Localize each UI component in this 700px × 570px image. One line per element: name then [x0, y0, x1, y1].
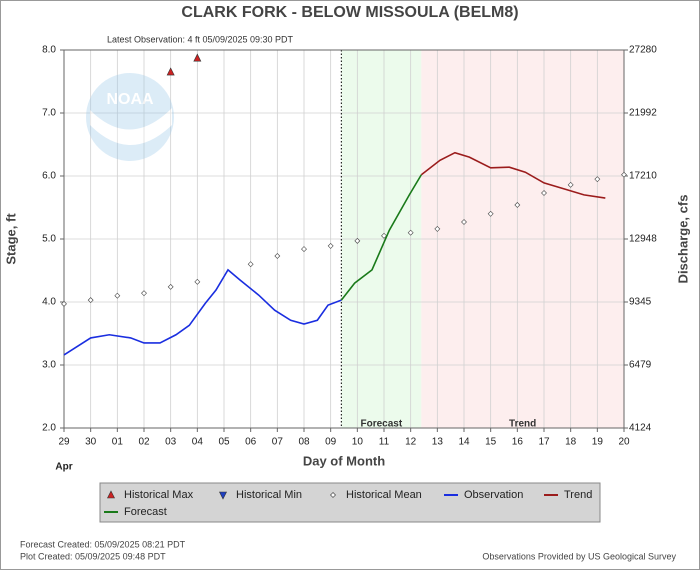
trend-region-label: Trend [509, 419, 536, 430]
y2-tick-label: 9345 [629, 297, 652, 308]
marker-diamond [167, 283, 174, 290]
x-axis-label: Day of Month [303, 453, 385, 468]
legend-swatch [219, 491, 227, 500]
x-tick-label: 15 [485, 437, 497, 448]
x-tick-label: 29 [58, 437, 70, 448]
legend: Historical Max Historical Min Historical M… [104, 489, 592, 518]
logo-circle [86, 73, 174, 161]
footer-source: Observations Provided by US Geological S… [482, 551, 676, 561]
y2-tick-label: 17210 [629, 171, 657, 182]
x-tick-label: 06 [245, 437, 257, 448]
x-tick-label: 14 [458, 437, 470, 448]
y2-axis-label: Discharge, cfs [675, 195, 690, 284]
footer-forecast-created: Forecast Created: 05/09/2025 08:21 PDT [20, 539, 186, 549]
marker-diamond [434, 225, 441, 232]
x-tick-label: 09 [325, 437, 337, 448]
x-tick-label: 17 [538, 437, 550, 448]
plot-background [63, 49, 625, 429]
x-tick-label: 10 [352, 437, 364, 448]
series-line [420, 151, 606, 199]
legend-box [99, 482, 601, 523]
marker-diamond [541, 190, 547, 196]
legend-label: Forecast [124, 506, 167, 518]
y-tick-label: 2.0 [42, 423, 56, 434]
x-tick-label: 01 [112, 437, 124, 448]
marker-diamond [381, 232, 387, 239]
logo-wave [90, 108, 172, 145]
y2-tick-label: 21992 [629, 108, 657, 119]
subtitle: Latest Observation: 4 ft 05/09/2025 09:3… [107, 34, 294, 44]
y-tick-label: 3.0 [42, 360, 56, 371]
legend-swatch [107, 490, 115, 499]
x-tick-label: 13 [432, 437, 444, 448]
x-tick-label: 11 [379, 437, 390, 448]
y2-tick-label: 27280 [629, 45, 657, 56]
marker-diamond [114, 292, 121, 299]
x-tick-label: 05 [218, 437, 230, 448]
marker-diamond [61, 300, 67, 307]
series-line [63, 268, 342, 356]
marker-diamond [247, 261, 254, 268]
legend-label: Historical Max [124, 489, 194, 501]
chart-title: CLARK FORK - BELOW MISSOULA (BELM8) [181, 4, 518, 21]
legend-label: Trend [564, 489, 592, 501]
x-tick-label: 30 [85, 437, 97, 448]
marker-diamond [87, 297, 94, 304]
marker-diamond [514, 202, 521, 208]
y-tick-label: 6.0 [42, 171, 56, 182]
y-tick-label: 8.0 [42, 45, 56, 56]
legend-label: Observation [464, 489, 523, 501]
x-tick-label: 18 [565, 437, 577, 448]
y2-tick-label: 4124 [629, 423, 652, 434]
legend-label: Historical Mean [346, 489, 422, 501]
marker-diamond [327, 243, 334, 249]
marker-triangle-up [193, 53, 202, 62]
marker-diamond [461, 219, 467, 225]
marker-diamond [594, 176, 601, 183]
marker-diamond [141, 290, 147, 297]
legend-label: Historical Min [236, 489, 302, 501]
marker-diamond [407, 229, 414, 236]
x-tick-label: 12 [405, 437, 417, 448]
marker-diamond [301, 246, 307, 253]
marker-diamond [621, 171, 627, 178]
marker-diamond [194, 278, 201, 285]
y2-tick-label: 12948 [629, 234, 657, 245]
marker-diamond [354, 237, 361, 244]
legend-swatch [330, 492, 336, 498]
marker-diamond [487, 210, 494, 217]
series-line [340, 174, 423, 301]
x-tick-label: 04 [192, 437, 204, 448]
x-tick-label: 02 [138, 437, 150, 448]
marker-diamond [274, 253, 281, 259]
y-tick-label: 5.0 [42, 234, 56, 245]
y-tick-label: 7.0 [42, 108, 56, 119]
footer-plot-created: Plot Created: 05/09/2025 09:48 PDT [20, 551, 166, 561]
x-tick-label: 08 [298, 437, 310, 448]
y2-tick-label: 6479 [629, 360, 652, 371]
x-tick-label: 16 [512, 437, 524, 448]
marker-diamond [567, 181, 574, 188]
x-tick-label: 19 [592, 437, 604, 448]
x-tick-label: 20 [618, 437, 630, 448]
month-label: Apr [55, 462, 72, 473]
y-axis-label: Stage, ft [3, 213, 18, 265]
logo-text: NOAA [106, 91, 154, 108]
y-tick-label: 4.0 [42, 297, 56, 308]
x-tick-label: 03 [165, 437, 177, 448]
marker-triangle-up [166, 67, 175, 76]
forecast-region-label: Forecast [360, 419, 402, 430]
x-tick-label: 07 [272, 437, 284, 448]
noaa-logo: NOAA [86, 73, 174, 161]
